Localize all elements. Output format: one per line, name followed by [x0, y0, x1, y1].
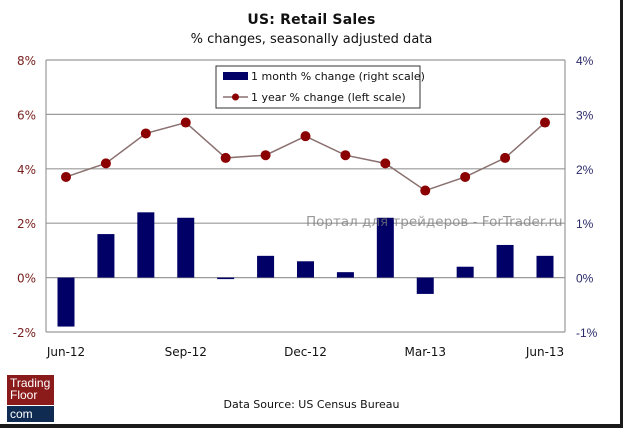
bar — [496, 244, 514, 278]
right-axis-tick-label: -1% — [576, 326, 598, 340]
data-source: Data Source: US Census Bureau — [223, 398, 400, 411]
legend-label-line: 1 year % change (left scale) — [251, 91, 406, 104]
left-axis-tick-label: -2% — [13, 326, 36, 340]
x-axis-tick-label: Mar-13 — [405, 345, 446, 359]
x-axis-tick-label: Sep-12 — [165, 345, 207, 359]
line-point — [220, 152, 231, 163]
left-axis-tick-label: 2% — [17, 217, 36, 231]
bar — [297, 261, 314, 278]
line-point — [140, 128, 151, 139]
line-point — [460, 171, 471, 182]
logo-line1: Trading — [10, 376, 51, 390]
right-axis-tick-label: 3% — [576, 108, 594, 122]
logo-line2: Floor — [10, 388, 38, 402]
logo-line3: com — [7, 405, 54, 422]
bar — [376, 217, 394, 278]
line-point — [180, 117, 191, 128]
left-axis-tick-label: 6% — [17, 108, 36, 122]
right-axis-tick-label: 2% — [576, 163, 594, 177]
line-point — [420, 185, 431, 196]
legend-bar-swatch — [223, 72, 248, 80]
right-axis-tick-label: 4% — [576, 54, 594, 68]
legend-box — [215, 65, 421, 109]
watermark: Портал для трейдеров - ForTrader.ru — [306, 214, 563, 230]
chart-subtitle: % changes, seasonally adjusted data — [190, 32, 433, 47]
x-axis-tick-label: Jun-12 — [46, 345, 85, 359]
left-axis-tick-label: 4% — [17, 163, 36, 177]
legend-marker-swatch — [232, 93, 239, 101]
bar — [336, 272, 354, 278]
line-point — [260, 150, 271, 161]
left-axis-tick-label: 8% — [17, 54, 36, 68]
line-point — [300, 131, 311, 142]
legend-label-bar: 1 month % change (right scale) — [251, 70, 425, 83]
bar — [177, 217, 195, 278]
bar — [137, 212, 155, 278]
line-point — [500, 152, 511, 163]
bar — [97, 234, 115, 278]
legend: 1 month % change (right scale) 1 year % c… — [215, 65, 425, 109]
line-point — [340, 150, 351, 161]
x-axis-tick-label: Jun-13 — [525, 345, 564, 359]
right-axis-tick-label: 1% — [576, 217, 594, 231]
bar — [536, 255, 554, 278]
right-axis-tick-label: 0% — [576, 272, 594, 286]
line-point — [61, 171, 71, 182]
line-point — [380, 158, 391, 169]
line-point — [540, 117, 550, 128]
x-axis-tick-label: Dec-12 — [284, 345, 327, 359]
bar — [57, 277, 75, 327]
line-point — [100, 158, 111, 169]
tradingfloor-logo: Trading Floor com — [7, 375, 54, 422]
left-axis-tick-label: 0% — [17, 272, 36, 286]
bar — [416, 277, 434, 294]
bar — [456, 266, 474, 278]
bar — [257, 255, 275, 278]
bar — [217, 277, 235, 280]
chart-title: US: Retail Sales — [247, 12, 376, 28]
